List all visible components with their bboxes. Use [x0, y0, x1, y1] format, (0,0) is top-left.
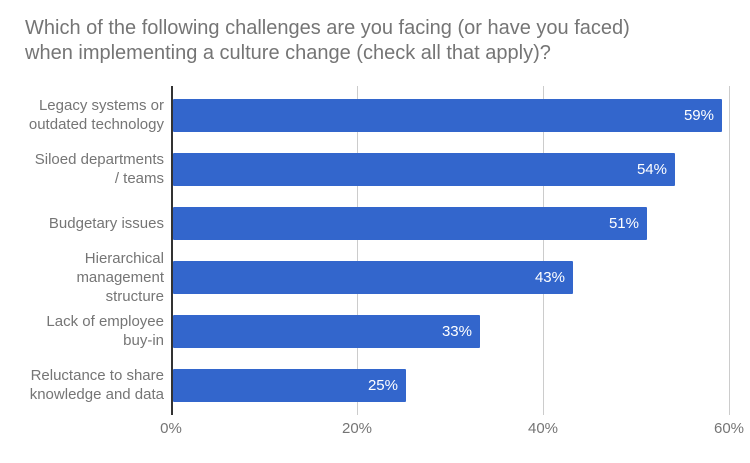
category-label: Siloed departments / teams: [34, 151, 164, 187]
category-label: Legacy systems or outdated technology: [28, 97, 164, 133]
x-tick-label: 20%: [341, 420, 373, 437]
y-axis-baseline: [171, 86, 173, 415]
bar: 25%: [173, 369, 406, 402]
chart-title: Which of the following challenges are yo…: [25, 17, 630, 64]
category-label: Reluctance to share knowledge and data: [29, 367, 164, 403]
category-label: Budgetary issues: [48, 214, 164, 232]
x-tick-label: 0%: [160, 420, 182, 437]
bar-value-label: 54%: [636, 161, 667, 178]
category-label: Hierarchical management structure: [76, 249, 164, 305]
bar-value-label: 43%: [534, 269, 565, 286]
x-tick-label: 60%: [713, 420, 745, 437]
bar-value-label: 51%: [608, 215, 639, 232]
bar: 54%: [173, 153, 675, 186]
bar: 43%: [173, 261, 573, 294]
bar-value-label: 59%: [683, 107, 714, 124]
category-label: Lack of employee buy-in: [46, 313, 164, 349]
bar-value-label: 25%: [367, 377, 398, 394]
gridline: [729, 86, 730, 415]
gridline: [357, 86, 358, 415]
bar: 59%: [173, 99, 722, 132]
gridline: [543, 86, 544, 415]
bar: 51%: [173, 207, 647, 240]
bar-value-label: 33%: [441, 323, 472, 340]
x-tick-label: 40%: [527, 420, 559, 437]
bar: 33%: [173, 315, 480, 348]
